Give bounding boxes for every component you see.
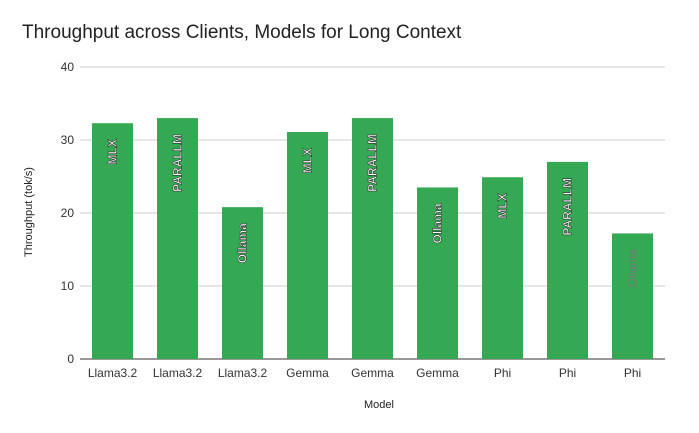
bar bbox=[222, 207, 263, 359]
data-label: MLX bbox=[301, 148, 315, 173]
data-label: Ollama bbox=[431, 203, 445, 243]
x-tick-label: Llama3.2 bbox=[88, 366, 138, 380]
x-tick-label: Phi bbox=[559, 366, 576, 380]
bar bbox=[612, 233, 653, 359]
y-axis-title: Throughput (tok/s) bbox=[23, 167, 35, 257]
x-tick-label: Llama3.2 bbox=[218, 366, 268, 380]
y-tick-label: 10 bbox=[61, 279, 75, 293]
data-label: PARALLM bbox=[561, 178, 575, 236]
bar bbox=[417, 187, 458, 359]
data-label: PARALLM bbox=[171, 134, 185, 192]
data-label: MLX bbox=[496, 193, 510, 218]
bar bbox=[352, 118, 393, 359]
x-axis-title: Model bbox=[364, 399, 394, 411]
x-tick-label: Gemma bbox=[416, 366, 459, 380]
x-tick-label: Llama3.2 bbox=[153, 366, 203, 380]
x-tick-label: Phi bbox=[624, 366, 641, 380]
y-tick-label: 30 bbox=[61, 133, 75, 147]
data-label: Ollama bbox=[236, 223, 250, 263]
y-tick-label: 20 bbox=[61, 206, 75, 220]
y-tick-label: 0 bbox=[67, 352, 74, 366]
chart-title: Throughput across Clients, Models for Lo… bbox=[22, 22, 462, 43]
data-label: Ollama bbox=[626, 249, 640, 287]
bar bbox=[547, 161, 588, 359]
bars bbox=[92, 118, 653, 360]
y-tick-label: 40 bbox=[61, 60, 75, 74]
data-label: PARALLM bbox=[366, 134, 380, 192]
x-tick-label: Gemma bbox=[351, 366, 394, 380]
bar-labels: MLX PARALLM Ollama MLX PARALLM Ollama MLX PARAL… bbox=[105, 134, 640, 288]
bar bbox=[482, 177, 523, 359]
x-tick-label: Phi bbox=[494, 366, 511, 380]
x-axis-ticks: Llama3.2 Llama3.2 Llama3.2 Gemma Gemma Gemma P… bbox=[88, 366, 641, 380]
bar bbox=[287, 131, 328, 359]
bar bbox=[92, 123, 133, 360]
bar bbox=[157, 118, 198, 359]
y-axis-ticks: 0 10 20 30 40 bbox=[61, 60, 75, 366]
x-tick-label: Gemma bbox=[286, 366, 329, 380]
data-label: MLX bbox=[106, 139, 120, 164]
